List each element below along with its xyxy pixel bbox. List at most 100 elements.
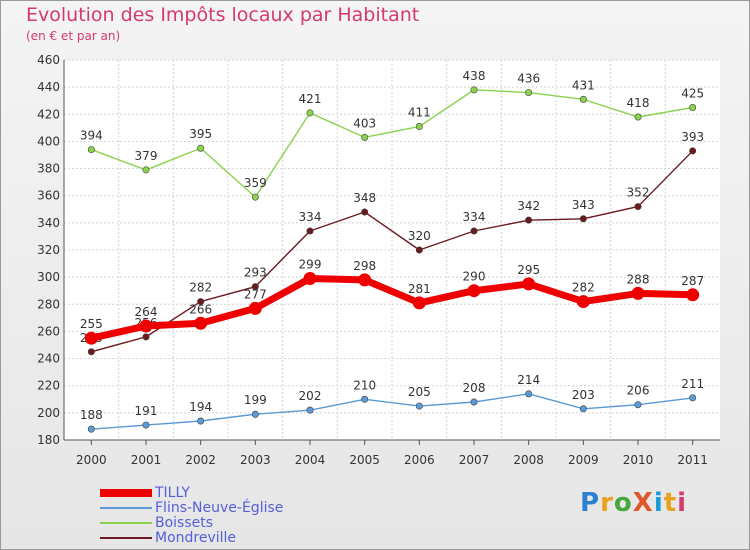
legend-item: Flins-Neuve-Église bbox=[100, 500, 283, 516]
logo-letter: i bbox=[677, 488, 688, 518]
logo-letter: t bbox=[663, 488, 678, 518]
data-point bbox=[689, 394, 697, 402]
x-tick-label: 2003 bbox=[240, 453, 271, 467]
data-label: 418 bbox=[627, 96, 650, 110]
data-point bbox=[361, 133, 369, 141]
data-label: 214 bbox=[517, 373, 540, 387]
x-tick-label: 2001 bbox=[131, 453, 162, 467]
x-tick-label: 2004 bbox=[295, 453, 326, 467]
series-line bbox=[90, 275, 693, 342]
data-point bbox=[634, 401, 642, 409]
data-point bbox=[415, 123, 423, 131]
data-label: 298 bbox=[353, 259, 376, 273]
data-point bbox=[576, 295, 590, 309]
data-label: 290 bbox=[463, 270, 486, 284]
x-tick-label: 2010 bbox=[623, 453, 654, 467]
y-tick-label: 320 bbox=[37, 243, 60, 257]
legend-swatch bbox=[100, 506, 152, 509]
data-label: 320 bbox=[408, 229, 431, 243]
y-tick-label: 280 bbox=[37, 297, 60, 311]
data-label: 210 bbox=[353, 378, 376, 392]
y-tick-label: 240 bbox=[37, 352, 60, 366]
data-label: 188 bbox=[80, 408, 103, 422]
data-point bbox=[194, 316, 208, 330]
y-tick-label: 300 bbox=[37, 270, 60, 284]
legend-swatch bbox=[100, 536, 152, 539]
data-label: 379 bbox=[135, 149, 158, 163]
data-label: 334 bbox=[299, 210, 322, 224]
data-point bbox=[87, 348, 95, 356]
y-tick-label: 200 bbox=[37, 406, 60, 420]
series-tilly: 255 264 266 277 299 298 281 290 295 282 288 287 bbox=[80, 258, 704, 345]
data-point bbox=[470, 398, 478, 406]
data-label: 394 bbox=[80, 129, 103, 143]
proxiti-logo: ProXiti bbox=[580, 488, 687, 518]
data-label: 282 bbox=[189, 281, 212, 295]
data-label: 191 bbox=[135, 404, 158, 418]
data-label: 288 bbox=[627, 272, 650, 286]
logo-letter: r bbox=[600, 488, 614, 518]
series-line bbox=[91, 150, 694, 353]
data-point bbox=[248, 301, 262, 315]
x-tick-label: 2000 bbox=[76, 453, 107, 467]
data-label: 282 bbox=[572, 281, 595, 295]
data-point bbox=[87, 146, 95, 154]
data-label: 348 bbox=[353, 191, 376, 205]
y-tick-label: 360 bbox=[37, 189, 60, 203]
data-point bbox=[634, 113, 642, 121]
chart-legend: TILLY Flins-Neuve-Église Boissets Mondrevil… bbox=[100, 484, 283, 546]
data-label: 299 bbox=[299, 258, 322, 272]
data-point bbox=[525, 89, 533, 97]
data-point bbox=[686, 288, 700, 302]
x-tick-label: 2007 bbox=[459, 453, 490, 467]
legend-swatch bbox=[100, 521, 152, 524]
data-label: 202 bbox=[299, 389, 322, 403]
x-tick-label: 2006 bbox=[404, 453, 435, 467]
y-tick-label: 220 bbox=[37, 379, 60, 393]
data-label: 411 bbox=[408, 106, 431, 120]
data-point bbox=[142, 166, 150, 174]
series-line bbox=[91, 89, 693, 198]
data-label: 403 bbox=[353, 116, 376, 130]
data-label: 395 bbox=[189, 127, 212, 141]
data-point bbox=[197, 298, 205, 306]
x-tick-label: 2008 bbox=[513, 453, 544, 467]
data-point bbox=[87, 425, 95, 433]
data-point bbox=[197, 144, 205, 152]
data-label: 438 bbox=[463, 69, 486, 83]
data-label: 206 bbox=[627, 384, 650, 398]
data-label: 208 bbox=[463, 381, 486, 395]
data-point bbox=[142, 421, 150, 429]
data-point bbox=[197, 417, 205, 425]
data-point bbox=[251, 283, 259, 291]
data-label: 281 bbox=[408, 282, 431, 296]
y-tick-label: 340 bbox=[37, 216, 60, 230]
data-label: 343 bbox=[572, 198, 595, 212]
data-label: 393 bbox=[681, 130, 704, 144]
data-label: 431 bbox=[572, 78, 595, 92]
data-point bbox=[470, 227, 478, 235]
data-point bbox=[579, 215, 587, 223]
data-label: 205 bbox=[408, 385, 431, 399]
data-point bbox=[361, 208, 369, 216]
data-point bbox=[303, 272, 317, 285]
data-point bbox=[522, 277, 536, 291]
data-label: 203 bbox=[572, 388, 595, 402]
y-tick-label: 180 bbox=[37, 433, 60, 447]
logo-letter: P bbox=[580, 488, 601, 518]
logo-letter: i bbox=[653, 488, 664, 518]
data-label: 255 bbox=[80, 317, 103, 331]
data-point bbox=[139, 319, 153, 333]
data-label: 264 bbox=[135, 305, 158, 319]
legend-label: TILLY bbox=[155, 484, 190, 501]
data-point bbox=[525, 390, 533, 398]
y-tick-label: 460 bbox=[37, 53, 60, 67]
data-point bbox=[84, 331, 98, 345]
data-label: 334 bbox=[463, 210, 486, 224]
data-label: 194 bbox=[189, 400, 212, 414]
data-point bbox=[579, 95, 587, 103]
y-tick-label: 420 bbox=[37, 107, 60, 121]
data-point bbox=[361, 395, 369, 403]
data-point bbox=[470, 86, 478, 94]
